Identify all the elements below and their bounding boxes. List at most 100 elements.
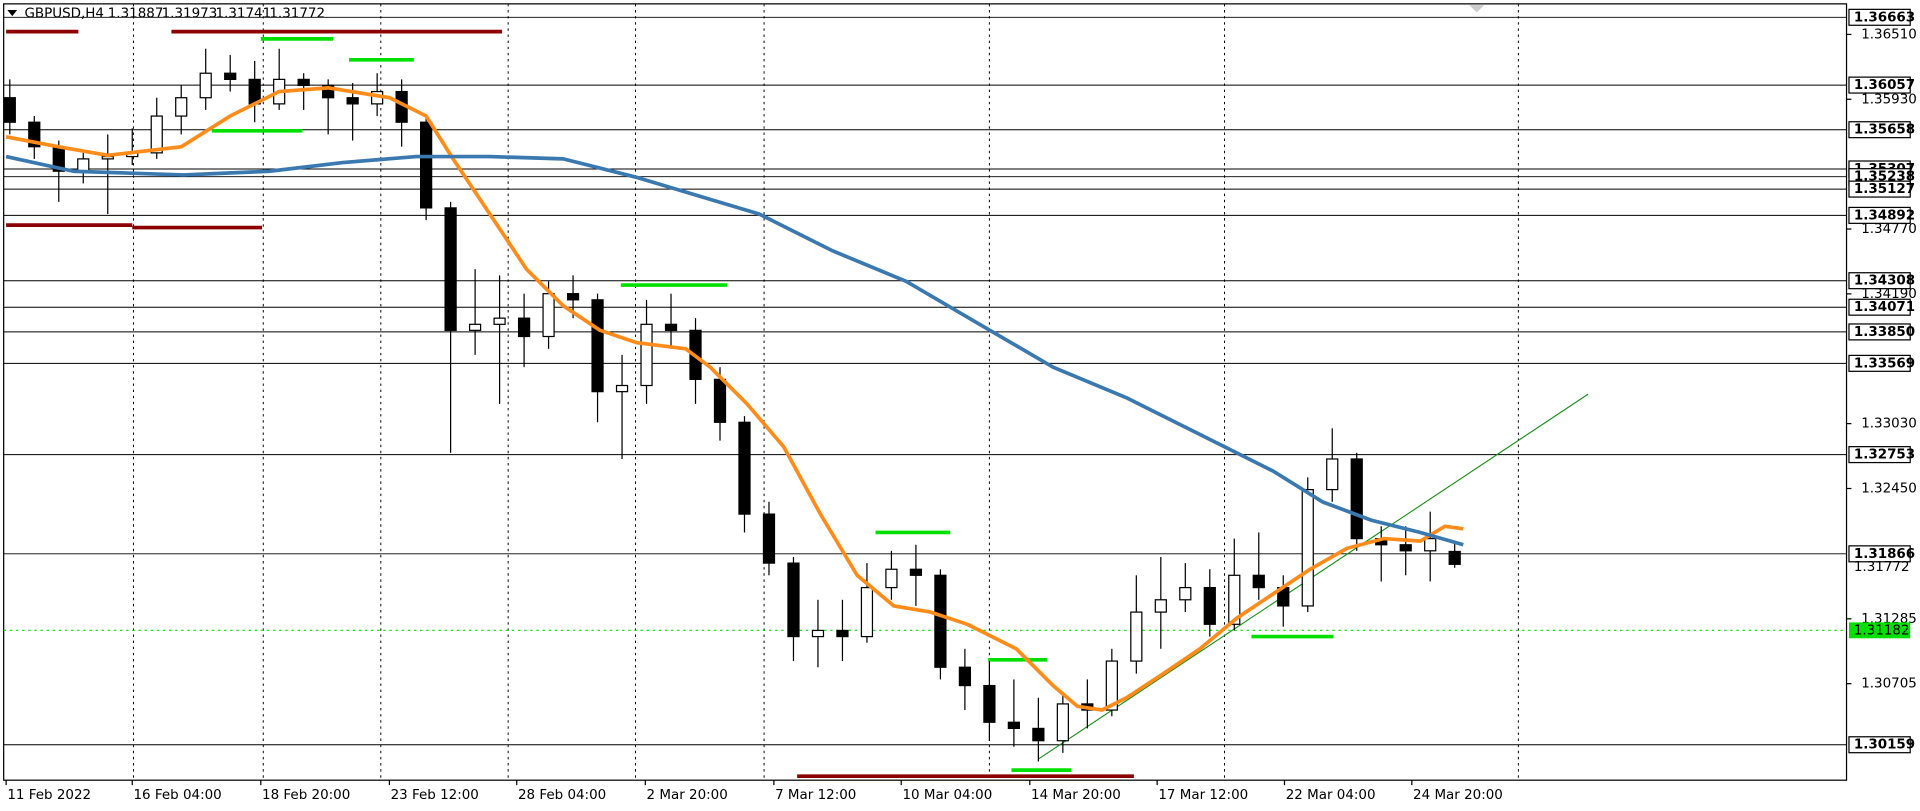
candle-body <box>640 323 653 387</box>
candle-body <box>1399 544 1412 552</box>
candle-body <box>958 666 972 687</box>
level-label-box <box>1848 736 1911 754</box>
level-label: 1.35658 <box>1854 123 1915 138</box>
level-label-box <box>1848 298 1911 316</box>
candle-body <box>615 384 629 393</box>
plot-frame <box>3 3 1848 781</box>
candle-body <box>1228 574 1241 625</box>
candle-body <box>1056 703 1069 742</box>
ohlc-value: 1.31772 <box>269 7 325 22</box>
moving-average <box>5 86 1464 712</box>
x-tick-label: 7 Mar 12:00 <box>775 788 856 803</box>
level-label-box <box>1848 446 1911 464</box>
candle-body <box>787 562 800 638</box>
y-tick-label: 1.34190 <box>1861 287 1917 302</box>
x-tick-label: 10 Mar 04:00 <box>902 788 992 803</box>
level-label: 1.33850 <box>1854 325 1915 340</box>
candle-body <box>738 421 751 515</box>
candle-body <box>1252 574 1265 589</box>
candle-body <box>77 158 90 172</box>
x-tick-label: 17 Mar 12:00 <box>1158 788 1248 803</box>
level-label: 1.34892 <box>1854 208 1915 223</box>
candle-body <box>542 293 555 338</box>
level-label: 1.35127 <box>1854 182 1915 197</box>
candle-body <box>713 378 727 423</box>
x-tick-label: 2 Mar 20:00 <box>647 788 728 803</box>
x-tick-label: 11 Feb 2022 <box>7 788 91 803</box>
candle-body <box>909 568 923 576</box>
candle-body <box>224 72 237 80</box>
candle-body <box>1301 489 1314 607</box>
candle-body <box>860 586 874 638</box>
candle-body <box>1130 611 1143 662</box>
candle-body <box>420 121 433 209</box>
y-tick-label: 1.30705 <box>1861 677 1917 692</box>
x-tick-label: 22 Mar 04:00 <box>1286 788 1376 803</box>
candle-body <box>3 97 16 123</box>
candle-body <box>1448 550 1461 565</box>
level-label: 1.32753 <box>1854 448 1915 463</box>
green-label-box <box>1848 622 1911 639</box>
candle-body <box>566 293 580 301</box>
menu-triangle <box>7 9 18 17</box>
candle-body <box>1424 537 1437 552</box>
level-label-box <box>1848 272 1911 290</box>
candle-body <box>1203 586 1216 625</box>
level-label: 1.33569 <box>1854 356 1915 371</box>
candle-body <box>493 317 506 325</box>
candle-body <box>175 97 188 117</box>
candle-body <box>664 323 678 331</box>
chart-title: GBPUSD,H4 <box>24 7 103 22</box>
level-label-box <box>1848 545 1911 563</box>
candle-body <box>983 684 996 723</box>
y-tick-label: 1.35930 <box>1861 92 1917 107</box>
x-tick-label: 14 Mar 20:00 <box>1031 788 1121 803</box>
candle-body <box>1007 721 1020 730</box>
candle-body <box>885 568 898 589</box>
candle-body <box>28 121 41 148</box>
candle-body <box>297 78 310 87</box>
level-label: 1.30159 <box>1854 738 1915 753</box>
x-tick-label: 28 Feb 04:00 <box>518 788 606 803</box>
level-label-box <box>1848 76 1911 94</box>
level-label: 1.36663 <box>1854 10 1915 25</box>
level-label: 1.34071 <box>1854 300 1915 315</box>
candle-body <box>199 72 212 99</box>
candle-body <box>1350 458 1363 540</box>
x-tick-label: 24 Mar 20:00 <box>1413 788 1503 803</box>
ohlc-value: 1.31973 <box>162 7 218 22</box>
candle-body <box>150 115 163 154</box>
level-label-box <box>1848 206 1911 224</box>
candle-body <box>468 323 482 331</box>
candle-body <box>836 629 849 638</box>
ohlc-value: 1.31741 <box>216 7 272 22</box>
level-label-box <box>1848 121 1911 139</box>
candle-body <box>1154 599 1167 613</box>
candle-body <box>1326 458 1339 491</box>
moving-average <box>5 154 1464 547</box>
level-label-box <box>1848 180 1911 198</box>
candle-body <box>1032 727 1045 742</box>
candle-body <box>762 513 776 564</box>
candle-body <box>444 207 457 331</box>
y-tick-label: 1.33030 <box>1861 417 1917 432</box>
level-label-box <box>1848 354 1911 372</box>
candle-body <box>1105 660 1118 711</box>
green-level-label: 1.31182 <box>1854 623 1910 638</box>
ohlc-value: 1.31887 <box>108 7 164 22</box>
shift-marker <box>1469 5 1485 13</box>
candle-body <box>517 317 531 338</box>
candle-body <box>591 299 604 393</box>
y-tick-label: 1.36510 <box>1861 27 1917 42</box>
candle-body <box>934 574 947 668</box>
x-tick-label: 23 Feb 12:00 <box>391 788 479 803</box>
candle-body <box>1179 586 1192 601</box>
level-label: 1.31866 <box>1854 547 1915 562</box>
x-tick-label: 16 Feb 04:00 <box>133 788 221 803</box>
candle-body <box>811 629 825 638</box>
price-label: 1.31772 <box>1854 560 1910 575</box>
x-tick-label: 18 Feb 20:00 <box>262 788 350 803</box>
candle-body <box>322 84 335 99</box>
